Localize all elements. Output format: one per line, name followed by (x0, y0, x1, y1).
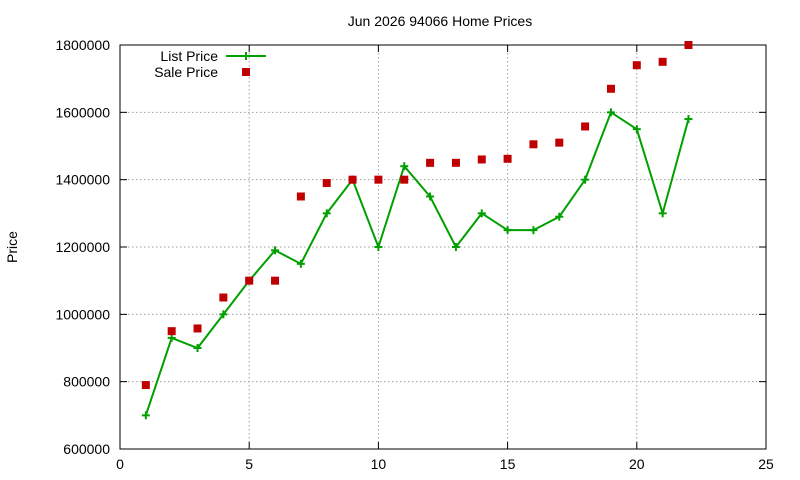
y-axis-label: Price (4, 231, 20, 263)
legend-marker (242, 68, 250, 76)
list-price-point (632, 125, 641, 134)
axes: 0 5 10 15 20 25 600000 800000 1000000 1200000 1400… (55, 37, 774, 472)
sale-price-point (322, 179, 331, 188)
sale-price-point (684, 41, 693, 49)
x-tick-label: 0 (116, 456, 124, 472)
grid (120, 45, 766, 449)
x-tick-label: 25 (758, 456, 774, 472)
sale-price-point (193, 324, 202, 333)
sale-price-point (658, 57, 667, 66)
sale-price-point (477, 155, 486, 164)
list-price-point (658, 209, 667, 218)
list-price-point (193, 344, 202, 352)
sale-price-point (503, 154, 512, 163)
y-tick-label: 800000 (63, 374, 110, 390)
list-price-point (400, 162, 409, 171)
legend-label: Sale Price (154, 64, 218, 80)
chart-title: Jun 2026 94066 Home Prices (348, 13, 532, 29)
y-tick-label: 1200000 (55, 239, 110, 255)
sale-price-point (581, 122, 590, 131)
list-price-point (555, 212, 564, 221)
y-tick-label: 1400000 (55, 172, 110, 188)
list-price-point (451, 243, 460, 251)
sale-price-point (451, 158, 460, 167)
list-price-line (144, 110, 690, 416)
sale-price-point (271, 276, 280, 285)
x-tick-label: 5 (245, 456, 253, 472)
sale-price-point (426, 158, 435, 167)
sale-price-point (606, 84, 615, 93)
sale-price-point (245, 276, 254, 285)
y-tick-label: 600000 (63, 441, 110, 457)
sale-price-point (374, 175, 383, 184)
sale-price-point (141, 381, 150, 390)
series-layer (141, 41, 693, 420)
sale-price-point (555, 138, 564, 147)
list-price-point (503, 226, 512, 235)
series-sale-price (141, 41, 693, 390)
list-price-point (296, 259, 305, 268)
sale-price-point (348, 175, 357, 184)
sale-price-point (219, 293, 228, 302)
sale-price-point (632, 61, 641, 70)
sale-price-point (167, 327, 176, 336)
list-price-point (606, 108, 615, 117)
list-price-point (529, 226, 538, 235)
y-tick-label: 1000000 (55, 306, 110, 322)
sale-price-point (400, 175, 409, 184)
list-price-point (271, 246, 280, 255)
x-tick-label: 15 (500, 456, 516, 472)
legend-marker (242, 52, 250, 60)
y-tick-label: 1800000 (55, 37, 110, 53)
list-price-point (581, 175, 590, 184)
y-tick-label: 1600000 (55, 104, 110, 120)
x-tick-label: 10 (371, 456, 387, 472)
list-price-point (374, 243, 383, 251)
list-price-point (219, 310, 228, 319)
list-price-point (477, 209, 486, 218)
list-price-point (141, 411, 150, 420)
legend-label: List Price (160, 48, 218, 64)
sale-price-point (529, 140, 538, 149)
list-price-point (426, 192, 435, 201)
sale-price-point (296, 192, 305, 201)
list-price-point (167, 333, 176, 342)
list-price-point (684, 115, 693, 124)
x-tick-label: 20 (629, 456, 645, 472)
list-price-point (322, 209, 331, 218)
